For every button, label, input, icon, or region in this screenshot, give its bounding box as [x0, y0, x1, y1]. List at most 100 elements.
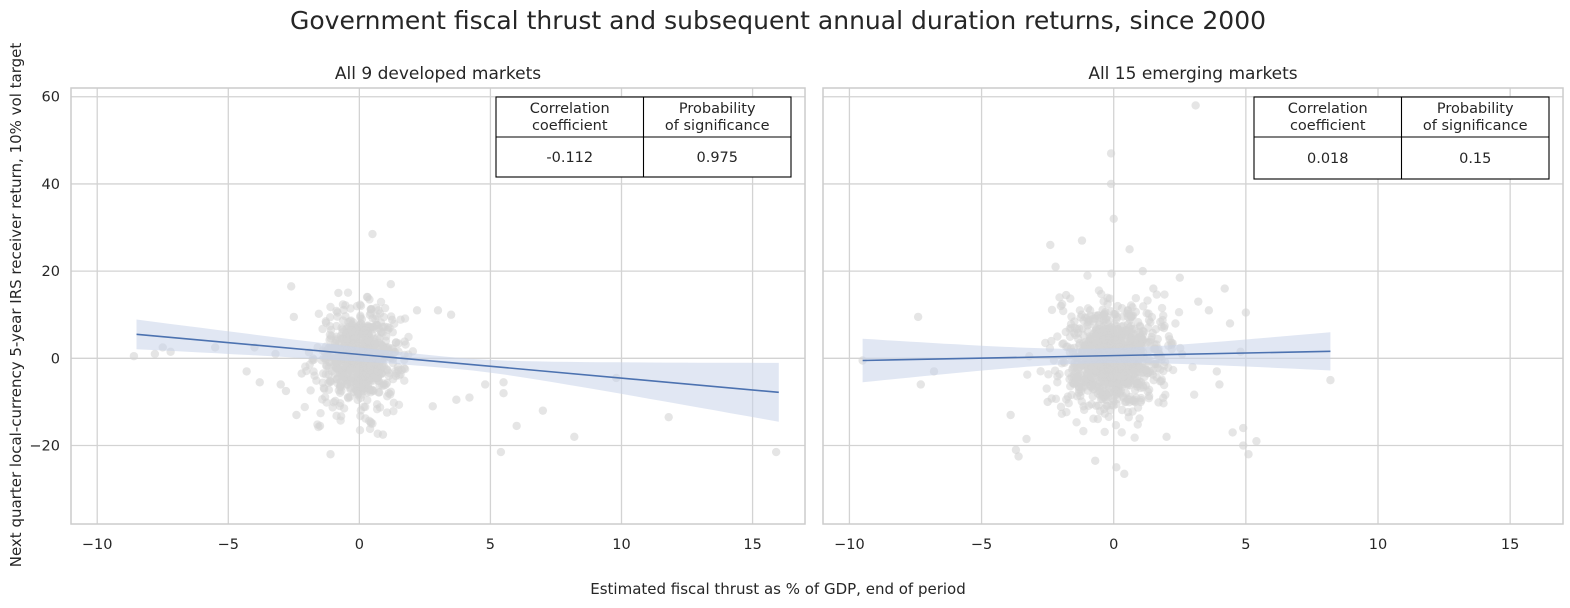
scatter-point: [512, 421, 521, 431]
scatter-point: [1079, 426, 1088, 436]
scatter-point: [496, 447, 506, 457]
scatter-point: [1099, 335, 1109, 344]
scatter-point: [1119, 371, 1129, 380]
scatter-point: [301, 362, 310, 371]
scatter-point: [1149, 284, 1158, 293]
confidence-band: [862, 332, 1331, 383]
scatter-point: [276, 380, 285, 389]
scatter-point: [1106, 149, 1116, 158]
scatter-point: [129, 351, 139, 361]
scatter-point: [1215, 380, 1224, 389]
scatter-point: [1136, 322, 1145, 332]
scatter-point: [1159, 399, 1168, 408]
scatter-point: [394, 400, 404, 409]
scatter-point: [365, 424, 375, 434]
scatter-point: [320, 384, 329, 394]
scatter-point: [355, 426, 365, 435]
scatter-point: [1046, 240, 1055, 250]
scatter-point: [358, 383, 368, 392]
scatter-point: [1086, 365, 1096, 374]
y-tick-label: 0: [51, 351, 60, 367]
scatter-point: [1107, 365, 1116, 375]
scatter-point: [1131, 293, 1141, 303]
scatter-point: [1102, 391, 1112, 400]
scatter-point: [1171, 319, 1180, 328]
scatter-point: [1084, 401, 1093, 410]
x-tick-label: −5: [218, 537, 239, 553]
scatter-point: [1006, 410, 1015, 420]
scatter-point: [1075, 324, 1084, 333]
table-header-text: Probability: [1437, 101, 1514, 117]
scatter-point: [332, 321, 341, 331]
table-header-text: of significance: [1423, 118, 1528, 134]
x-tick-label: 10: [1369, 537, 1387, 553]
scatter-point: [1194, 297, 1203, 306]
scatter-point: [433, 306, 443, 315]
scatter-point: [1131, 307, 1141, 317]
scatter-point: [1036, 367, 1045, 376]
scatter-point: [318, 324, 327, 334]
x-tick-label: 0: [1109, 537, 1118, 553]
scatter-point: [1042, 384, 1051, 393]
scatter-point: [1061, 290, 1071, 300]
scatter-point: [360, 326, 370, 335]
scatter-point: [1244, 450, 1253, 459]
scatter-point: [332, 332, 341, 341]
scatter-point: [380, 303, 390, 313]
scatter-point: [336, 381, 345, 390]
scatter-point: [1252, 436, 1261, 446]
scatter-point: [369, 373, 378, 382]
scatter-point: [412, 306, 422, 315]
subplot-title: All 15 emerging markets: [1088, 64, 1297, 84]
scatter-point: [771, 447, 781, 457]
scatter-point: [381, 380, 390, 389]
scatter-point: [1124, 413, 1133, 422]
scatter-point: [1121, 389, 1131, 398]
x-tick-label: −10: [834, 537, 865, 553]
scatter-point: [1062, 407, 1071, 417]
scatter-point: [1159, 323, 1169, 333]
scatter-point: [1098, 370, 1107, 379]
scatter-point: [325, 313, 335, 322]
scatter-point: [446, 310, 456, 319]
scatter-point: [1175, 273, 1184, 282]
table-header-text: Correlation: [530, 101, 610, 117]
scatter-point: [343, 288, 353, 297]
x-tick-label: 0: [355, 537, 364, 553]
scatter-point: [1068, 363, 1078, 372]
scatter-point: [355, 300, 365, 309]
scatter-point: [1044, 370, 1053, 379]
x-tick-label: 10: [612, 537, 630, 553]
scatter-point: [342, 369, 351, 378]
scatter-point: [1112, 315, 1121, 324]
scatter-point: [1043, 397, 1052, 407]
scatter-point: [375, 380, 384, 390]
scatter-point: [363, 336, 373, 345]
y-tick-label: −20: [29, 439, 60, 455]
scatter-point: [1136, 383, 1145, 393]
scatter-point: [368, 229, 377, 239]
scatter-point: [1147, 312, 1157, 322]
scatter-point: [1063, 392, 1073, 401]
scatter-point: [1014, 452, 1023, 461]
scatter-point: [1111, 421, 1121, 430]
scatter-point: [1106, 322, 1116, 332]
scatter-point: [1022, 434, 1031, 444]
scatter-point: [1159, 366, 1168, 376]
scatter-point: [1239, 441, 1248, 450]
scatter-point: [1146, 338, 1155, 347]
y-axis-label: Next quarter local-currency 5-year IRS r…: [7, 43, 25, 568]
scatter-point: [1109, 214, 1118, 223]
table-header-text: Correlation: [1288, 101, 1368, 117]
scatter-point: [365, 416, 374, 426]
scatter-point: [1092, 401, 1101, 411]
scatter-point: [1047, 336, 1056, 346]
panel-2: −10 −5 0 5 10 15 All 15 emerging markets Correl…: [822, 64, 1564, 553]
scatter-point: [1093, 330, 1103, 340]
x-tick-label: 5: [1241, 537, 1250, 553]
scatter-point: [339, 404, 349, 413]
scatter-point: [1100, 409, 1109, 418]
scatter-point: [1083, 271, 1092, 280]
scatter-point: [1225, 319, 1235, 328]
